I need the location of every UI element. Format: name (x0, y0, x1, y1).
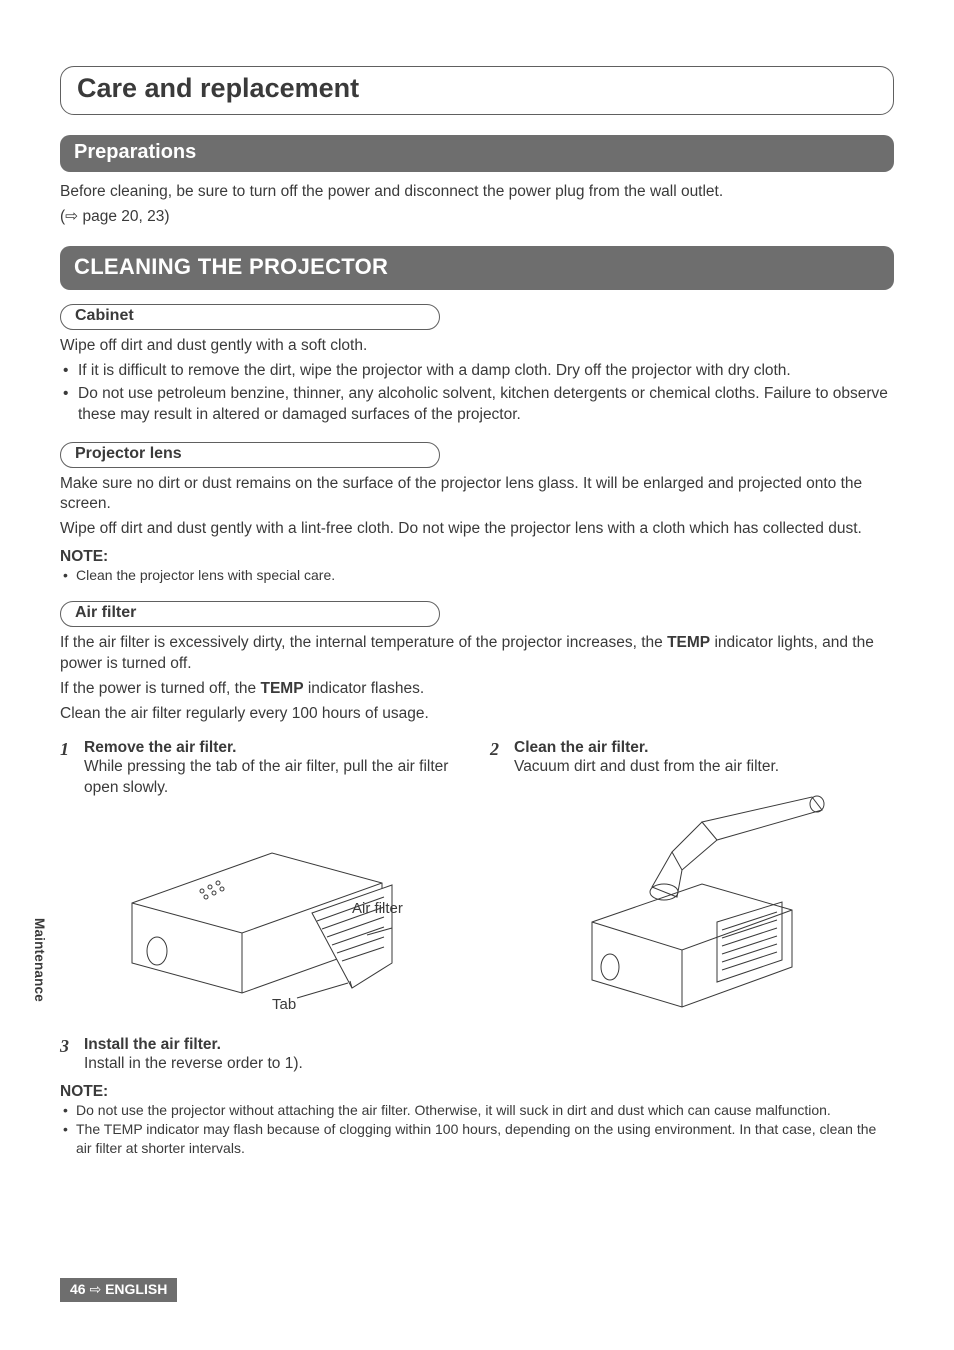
col-right: 2 Clean the air filter. Vacuum dirt and … (490, 739, 894, 1022)
filter-p2b: TEMP (260, 680, 303, 697)
step-1-num: 1 (60, 739, 74, 799)
section-cleaning: CLEANING THE PROJECTOR (60, 246, 894, 290)
filter-p1a: If the air filter is excessively dirty, … (60, 634, 667, 651)
prep-ref-text: page 20, 23) (82, 208, 169, 225)
page: Care and replacement Preparations Before… (0, 0, 954, 1350)
fig1-tab-label: Tab (272, 996, 296, 1013)
arrow-icon: ⇨ (65, 208, 78, 225)
page-title-box: Care and replacement (60, 66, 894, 115)
filter-p1: If the air filter is excessively dirty, … (60, 633, 894, 675)
block-lens: Projector lens Make sure no dirt or dust… (60, 442, 894, 586)
step-2: 2 Clean the air filter. Vacuum dirt and … (490, 739, 894, 778)
step-2-body: Vacuum dirt and dust from the air filter… (514, 757, 779, 778)
step-3-title: Install the air filter. (84, 1036, 303, 1054)
figure-2 (490, 792, 894, 1022)
step-2-title: Clean the air filter. (514, 739, 779, 757)
step-1-title: Remove the air filter. (84, 739, 464, 757)
block-cabinet: Cabinet Wipe off dirt and dust gently wi… (60, 304, 894, 426)
step-1: 1 Remove the air filter. While pressing … (60, 739, 464, 799)
pill-lens: Projector lens (60, 442, 440, 468)
side-tab-maintenance: Maintenance (32, 918, 47, 1002)
filter-p3: Clean the air filter regularly every 100… (60, 704, 894, 725)
lens-note-1: Clean the projector lens with special ca… (60, 566, 894, 585)
filter-note-2: The TEMP indicator may flash because of … (60, 1120, 894, 1158)
lens-p1: Make sure no dirt or dust remains on the… (60, 474, 894, 516)
filter-p1b: TEMP (667, 634, 710, 651)
filter-p2: If the power is turned off, the TEMP ind… (60, 679, 894, 700)
filter-note-bullets: Do not use the projector without attachi… (60, 1101, 894, 1158)
figure-1: Tab Air filter (60, 813, 464, 1013)
lens-p2: Wipe off dirt and dust gently with a lin… (60, 519, 894, 540)
lens-note-bullets: Clean the projector lens with special ca… (60, 566, 894, 585)
step-3: 3 Install the air filter. Install in the… (60, 1036, 894, 1075)
arrow-icon: ⇨ (89, 1281, 105, 1297)
cabinet-intro: Wipe off dirt and dust gently with a sof… (60, 336, 894, 357)
page-footer: 46 ⇨ ENGLISH (60, 1278, 177, 1302)
step-3-num: 3 (60, 1036, 74, 1075)
prep-ref: (⇨ page 20, 23) (60, 207, 894, 228)
footer-page: 46 (70, 1281, 86, 1297)
lens-note-label: NOTE: (60, 548, 894, 566)
filter-p2a: If the power is turned off, the (60, 680, 260, 697)
section-preparations: Preparations (60, 135, 894, 172)
page-title: Care and replacement (77, 73, 359, 103)
filter-note-label: NOTE: (60, 1083, 894, 1101)
filter-p2c: indicator flashes. (304, 680, 425, 697)
col-left: 1 Remove the air filter. While pressing … (60, 739, 464, 1022)
fig1-airfilter-label: Air filter (352, 900, 403, 917)
step-3-body: Install in the reverse order to 1). (84, 1054, 303, 1075)
step-1-body: While pressing the tab of the air filter… (84, 757, 464, 799)
pill-filter: Air filter (60, 601, 440, 627)
pill-cabinet: Cabinet (60, 304, 440, 330)
cabinet-bullets: If it is difficult to remove the dirt, w… (60, 361, 894, 426)
cabinet-bullet-1: If it is difficult to remove the dirt, w… (60, 361, 894, 382)
prep-text: Before cleaning, be sure to turn off the… (60, 182, 894, 203)
block-filter: Air filter If the air filter is excessiv… (60, 601, 894, 1157)
filter-note-1: Do not use the projector without attachi… (60, 1101, 894, 1120)
cabinet-bullet-2: Do not use petroleum benzine, thinner, a… (60, 384, 894, 426)
step-2-num: 2 (490, 739, 504, 778)
footer-lang: ENGLISH (105, 1281, 167, 1297)
filter-steps-row: 1 Remove the air filter. While pressing … (60, 739, 894, 1022)
